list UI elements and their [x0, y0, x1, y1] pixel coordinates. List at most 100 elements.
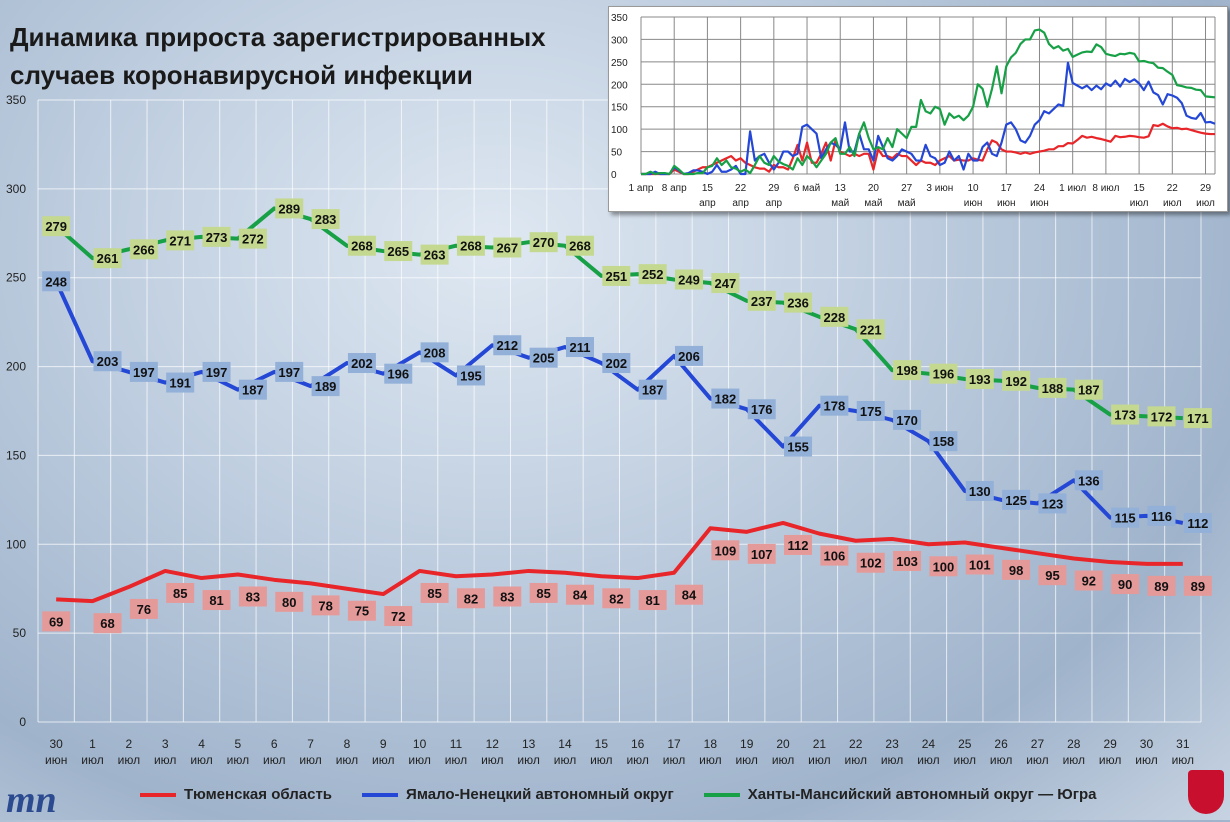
data-label-text: 89: [1191, 579, 1205, 594]
x-tick-label: июн: [45, 753, 67, 767]
data-label-box: [1038, 493, 1067, 514]
data-label-text: 103: [896, 554, 918, 569]
x-tick-label: 23: [885, 737, 899, 751]
inset-x-tick-label: 13: [835, 183, 847, 194]
data-label-text: 84: [573, 588, 588, 603]
data-label: 202: [602, 353, 631, 374]
data-label: 182: [711, 388, 740, 409]
inset-x-tick-label: июн: [1030, 198, 1049, 209]
inset-y-tick-label: 350: [611, 13, 628, 24]
data-label-box: [129, 361, 158, 382]
inset-x-tick-label: 15: [702, 183, 714, 194]
inset-x-tick-label: апр: [699, 198, 716, 209]
data-label-text: 221: [860, 322, 882, 337]
data-label-box: [675, 345, 704, 366]
x-tick-label: июл: [954, 753, 976, 767]
data-label-text: 268: [569, 239, 591, 254]
data-label-text: 178: [824, 399, 846, 414]
x-tick-label: июл: [81, 753, 103, 767]
x-tick-label: 22: [849, 737, 863, 751]
data-label-box: [965, 554, 994, 575]
data-label: 197: [129, 361, 158, 382]
data-label: 123: [1038, 493, 1067, 514]
legend-item-tyumen: Тюменская область: [140, 786, 332, 803]
inset-x-tick-label: 8 апр: [662, 183, 687, 194]
data-label-box: [820, 306, 849, 327]
data-label-text: 101: [969, 558, 991, 573]
data-label: 116: [1147, 505, 1176, 526]
x-tick-label: 5: [235, 737, 242, 751]
data-label-text: 78: [318, 598, 332, 613]
data-label-text: 270: [533, 235, 555, 250]
data-label: 89: [1183, 575, 1212, 596]
data-label-box: [275, 361, 304, 382]
data-label-box: [384, 606, 413, 627]
data-label-box: [420, 342, 449, 363]
inset-x-tick-label: 22: [735, 183, 747, 194]
data-label-box: [456, 235, 485, 256]
data-label-box: [784, 534, 813, 555]
data-label-text: 173: [1114, 408, 1136, 423]
data-label-text: 83: [500, 589, 514, 604]
data-label-text: 106: [824, 549, 846, 564]
data-label-box: [493, 335, 522, 356]
inset-y-tick-label: 100: [611, 125, 628, 136]
data-label-text: 197: [133, 365, 155, 380]
data-label-text: 170: [896, 413, 918, 428]
newspaper-logo: тп: [6, 779, 57, 821]
x-tick-label: июл: [1099, 753, 1121, 767]
data-label-box: [965, 369, 994, 390]
data-label-text: 72: [391, 609, 405, 624]
data-label: 247: [711, 273, 740, 294]
data-label: 106: [820, 545, 849, 566]
data-label: 176: [747, 399, 776, 420]
inset-y-tick-label: 150: [611, 103, 628, 114]
data-label-text: 191: [169, 376, 191, 391]
data-label-box: [784, 292, 813, 313]
data-label-box: [420, 582, 449, 603]
x-tick-label: июл: [1063, 753, 1085, 767]
x-tick-label: 30: [1140, 737, 1154, 751]
data-label-text: 263: [424, 248, 446, 263]
data-label: 198: [893, 360, 922, 381]
data-label: 267: [493, 237, 522, 258]
inset-y-tick-label: 300: [611, 35, 628, 46]
data-label-text: 261: [97, 251, 119, 266]
data-label-text: 195: [460, 368, 482, 383]
y-tick-label: 250: [6, 271, 26, 285]
y-tick-label: 300: [6, 182, 26, 196]
inset-x-tick-label: июн: [997, 198, 1016, 209]
data-label-box: [565, 235, 594, 256]
inset-x-tick-label: 20: [868, 183, 880, 194]
data-label: 72: [384, 606, 413, 627]
x-tick-label: 21: [813, 737, 827, 751]
x-tick-label: 4: [198, 737, 205, 751]
data-label: 76: [129, 598, 158, 619]
x-tick-label: 28: [1067, 737, 1081, 751]
data-label: 82: [602, 588, 631, 609]
y-tick-label: 100: [6, 537, 26, 551]
data-label: 228: [820, 306, 849, 327]
data-label-text: 189: [315, 379, 337, 394]
data-label-text: 83: [246, 589, 260, 604]
data-label-box: [42, 611, 71, 632]
x-tick-label: 30: [49, 737, 63, 751]
legend-label: Тюменская область: [184, 786, 333, 803]
data-label-box: [1038, 377, 1067, 398]
data-label: 75: [347, 600, 376, 621]
x-tick-label: 6: [271, 737, 278, 751]
x-tick-label: 19: [740, 737, 754, 751]
data-label: 187: [238, 379, 267, 400]
x-tick-label: июл: [881, 753, 903, 767]
data-label: 83: [493, 586, 522, 607]
inset-x-tick-label: 29: [768, 183, 780, 194]
legend-item-khmao: Ханты-Мансийский автономный округ — Югра: [703, 786, 1096, 803]
data-label-text: 252: [642, 267, 664, 282]
data-label-text: 197: [206, 365, 228, 380]
data-label: 268: [565, 235, 594, 256]
data-label-box: [93, 351, 122, 372]
x-tick-label: июл: [336, 753, 358, 767]
data-label-text: 193: [969, 372, 991, 387]
x-tick-label: 31: [1176, 737, 1190, 751]
y-tick-label: 50: [13, 626, 27, 640]
